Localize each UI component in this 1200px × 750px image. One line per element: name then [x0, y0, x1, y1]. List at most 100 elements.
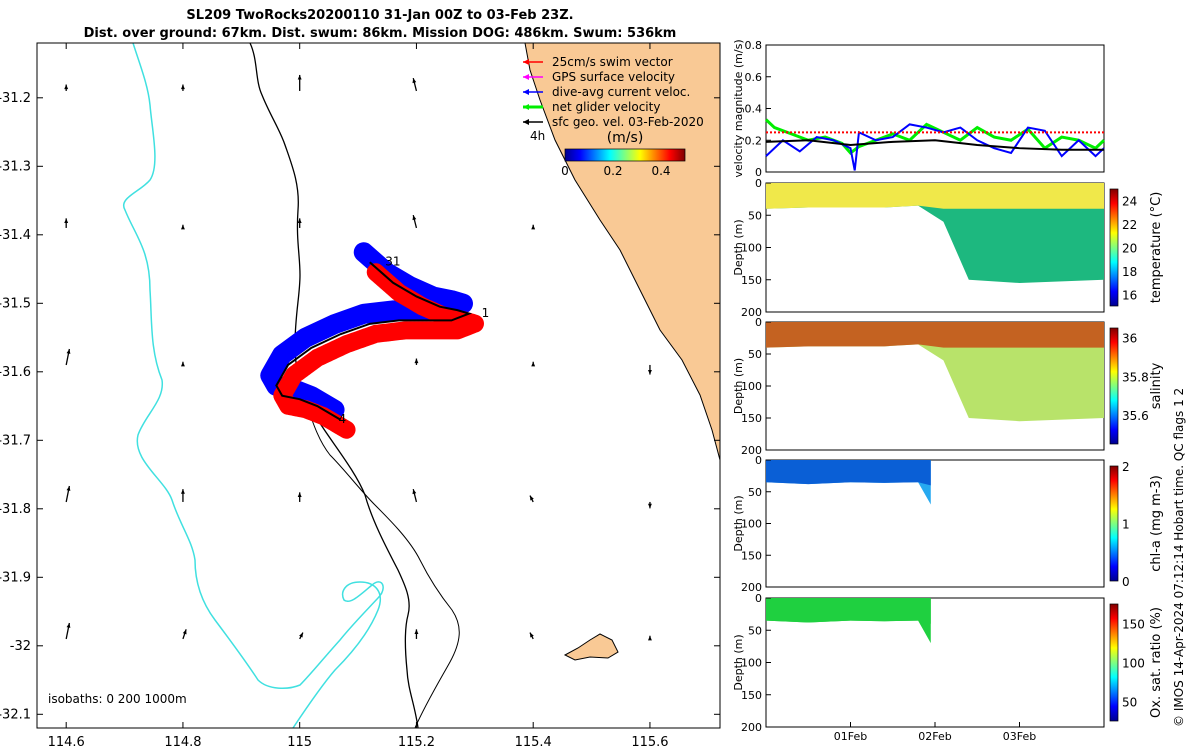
swim-vector-band	[273, 263, 484, 439]
velocity-y-tick-label: 0.6	[745, 71, 763, 84]
colorbar-tick-label: 0	[561, 164, 569, 178]
section-data-upper	[766, 598, 931, 624]
section-colorbar-tick-label: 18	[1122, 265, 1137, 279]
section-y-tick-label: 50	[748, 348, 762, 361]
legend-swatch-head	[523, 119, 529, 125]
isobath-line	[122, 42, 384, 729]
track-day-label: 4	[339, 412, 347, 426]
map-x-tick-label: 115	[287, 735, 312, 750]
coastline-shelf	[304, 399, 460, 729]
section-data-upper	[766, 322, 1104, 348]
section-panel: 0 50 100 150 200 Depth (m) 35.6 35.8 36 salinity	[732, 316, 1164, 457]
isobaths-label: isobaths: 0 200 1000m	[48, 692, 187, 706]
velocity-y-tick-label: 0.8	[745, 39, 763, 52]
section-y-label: Depth (m)	[732, 495, 745, 551]
chart-title: SL209 TwoRocks20200110 31-Jan 00Z to 03-…	[186, 8, 574, 23]
section-x-tick-label: 03Feb	[1003, 730, 1036, 743]
map-y-tick-label: -32.1	[0, 707, 31, 722]
section-y-tick-label: 50	[748, 624, 762, 637]
section-colorbar-tick-label: 150	[1122, 618, 1145, 632]
section-data-upper	[766, 460, 931, 486]
section-y-tick-label: 100	[741, 380, 762, 393]
current-arrow-head	[182, 629, 187, 635]
section-y-label: Depth (m)	[732, 634, 745, 690]
land-area	[524, 42, 721, 461]
map-y-tick-label: -32	[10, 639, 31, 654]
section-panel: 0 50 100 150 200 Depth (m) 0 1 2 chl-a (mg m-3)	[732, 454, 1164, 594]
current-arrow-head	[531, 224, 536, 230]
track-day-label: 1	[482, 306, 490, 320]
section-y-tick-label: 0	[755, 592, 762, 605]
section-colorbar-label: salinity	[1149, 362, 1164, 409]
legend-swatch-head	[523, 89, 529, 95]
credit-text: © IMOS 14-Apr-2024 07:12:14 Hobart time.…	[1172, 387, 1186, 727]
current-arrow-head	[299, 632, 303, 638]
map-y-tick-label: -31.8	[0, 502, 31, 517]
section-y-tick-label: 150	[741, 549, 762, 562]
section-colorbar-tick-label: 35.6	[1122, 409, 1149, 423]
current-arrow-head	[529, 632, 534, 638]
current-arrow-head	[180, 84, 185, 90]
section-colorbar	[1109, 327, 1119, 445]
velocity-series-line	[765, 123, 1105, 171]
section-colorbar-tick-label: 100	[1122, 657, 1145, 671]
section-colorbar-tick-label: 2	[1122, 460, 1130, 474]
map-y-tick-label: -31.9	[0, 570, 31, 585]
section-colorbar	[1109, 465, 1119, 582]
velocity-y-tick-label: 0.2	[745, 134, 763, 147]
map-y-tick-label: -31.4	[0, 228, 31, 243]
section-colorbar	[1109, 603, 1119, 722]
map-panel: 114.6 114.8 115 115.2 115.4 115.6 -31.2 -31.3 -3…	[0, 42, 721, 750]
velocity-axes-box	[765, 44, 1105, 173]
section-y-tick-label: 0	[755, 316, 762, 329]
current-arrow-head	[66, 485, 71, 491]
section-colorbar-tick-label: 20	[1122, 242, 1137, 256]
current-arrow-head	[412, 78, 417, 84]
section-x-tick-label: 02Feb	[918, 730, 951, 743]
section-y-tick-label: 150	[741, 412, 762, 425]
colorbar-tick-label: 0.2	[603, 164, 622, 178]
section-y-label: Depth (m)	[732, 358, 745, 414]
section-colorbar-tick-label: 35.8	[1122, 370, 1149, 384]
map-y-tick-label: -31.5	[0, 296, 31, 311]
section-y-tick-label: 100	[741, 657, 762, 670]
section-y-tick-label: 200	[741, 444, 762, 457]
section-colorbar-label: chl-a (mg m-3)	[1149, 475, 1164, 572]
section-y-tick-label: 150	[741, 274, 762, 287]
current-arrow-head	[297, 74, 302, 80]
section-y-tick-label: 50	[748, 209, 762, 222]
map-axes-box	[36, 42, 721, 729]
current-arrow-head	[297, 492, 302, 497]
section-y-tick-label: 0	[755, 177, 762, 190]
section-colorbar-label: Ox. sat. ratio (%)	[1149, 607, 1164, 718]
map-y-tick-label: -31.7	[0, 433, 31, 448]
current-arrow-head	[66, 348, 71, 354]
colorbar-label: (m/s)	[607, 130, 644, 146]
section-panel: 0 50 100 150 200 Depth (m) 16 18 20 22 24 temperatu…	[732, 177, 1164, 319]
velocity-series-line	[765, 139, 1104, 151]
current-arrow-head	[531, 361, 536, 367]
section-colorbar-tick-label: 1	[1122, 518, 1130, 532]
section-y-tick-label: 200	[741, 721, 762, 734]
section-colorbar-tick-label: 16	[1122, 288, 1137, 302]
section-y-tick-label: 200	[741, 306, 762, 319]
legend-swatch-head	[523, 59, 529, 65]
legend-swatch-head	[523, 74, 529, 80]
colorbar-tick-label: 0.4	[651, 164, 670, 178]
section-colorbar-label: temperature (°C)	[1149, 192, 1164, 304]
section-x-tick-label: 01Feb	[834, 730, 867, 743]
map-x-tick-label: 115.2	[398, 735, 435, 750]
section-colorbar-tick-label: 0	[1122, 575, 1130, 589]
section-y-tick-label: 150	[741, 689, 762, 702]
section-colorbar-tick-label: 22	[1122, 218, 1137, 232]
glider-track	[275, 261, 473, 421]
current-arrow-head	[64, 218, 69, 223]
map-x-tick-label: 115.6	[631, 735, 668, 750]
legend-entry: net glider velocity	[552, 100, 660, 114]
current-arrow-head	[180, 489, 185, 494]
current-arrow-head	[297, 218, 302, 223]
